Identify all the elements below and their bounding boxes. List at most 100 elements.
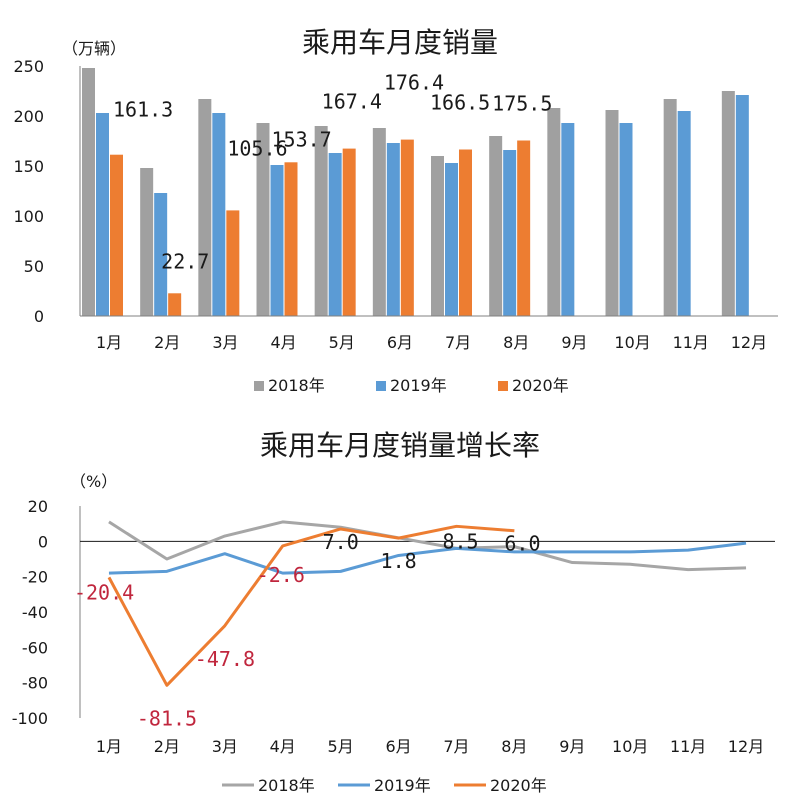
y-tick-label: 100 (13, 207, 44, 226)
x-tick-label: 3月 (212, 333, 238, 352)
y-tick-label: -100 (12, 709, 48, 728)
legend-label: 2018年 (268, 376, 325, 395)
x-tick-label: 3月 (212, 737, 238, 756)
series-line-2020 (107, 524, 515, 687)
data-label-2020: -20.4 (74, 580, 134, 604)
x-tick-label: 8月 (503, 333, 529, 352)
y-tick-label: 20 (28, 497, 48, 516)
data-label-2020: 22.7 (161, 249, 209, 273)
x-tick-label: 10月 (614, 333, 650, 352)
bar-2018-3 (198, 99, 212, 316)
legend-label: 2020年 (490, 776, 547, 795)
bar-2020-6 (400, 139, 414, 316)
x-tick-label: 2月 (154, 737, 180, 756)
x-tick-label: 1月 (96, 333, 122, 352)
bar-2019-3 (212, 113, 226, 316)
bar-2018-8 (489, 136, 503, 316)
x-tick-label: 7月 (445, 333, 471, 352)
bar-2020-2 (168, 293, 182, 316)
bar-2019-6 (386, 143, 400, 316)
y-tick-label: 0 (34, 307, 44, 326)
data-label-2020: 161.3 (113, 98, 173, 122)
bar-2018-2 (140, 168, 154, 316)
x-tick-label: 6月 (385, 737, 411, 756)
bar-2019-11 (677, 111, 691, 316)
bar-2019-12 (735, 95, 749, 316)
bar-2018-7 (431, 156, 444, 316)
y-tick-label: 50 (24, 257, 44, 276)
bar-2018-1 (82, 68, 95, 316)
data-label-2020: 7.0 (323, 530, 359, 554)
data-label-2020: 1.8 (381, 549, 417, 573)
y-axis-unit-label: （%） (70, 472, 117, 491)
bar-2018-6 (372, 128, 386, 316)
data-label-2020: 8.5 (442, 529, 478, 553)
legend-marker-2020 (498, 381, 508, 391)
legend-label: 2019年 (390, 376, 447, 395)
y-tick-label: -60 (22, 638, 48, 657)
y-axis-unit-label: （万辆） (62, 39, 126, 58)
series-line-2018 (108, 520, 747, 572)
bar-2018-12 (721, 91, 735, 316)
data-label-2020: 175.5 (492, 92, 552, 116)
bar-2019-10 (619, 123, 633, 316)
x-tick-label: 4月 (270, 737, 296, 756)
data-label-2020: 176.4 (384, 71, 444, 95)
x-tick-label: 8月 (501, 737, 527, 756)
bar-2020-3 (226, 210, 240, 316)
x-tick-label: 1月 (96, 737, 122, 756)
x-tick-label: 11月 (673, 333, 709, 352)
data-label-2020: -81.5 (137, 706, 197, 730)
y-tick-label: -40 (22, 603, 48, 622)
chart-title: 乘用车月度销量 (302, 26, 498, 59)
bar-2019-9 (561, 123, 575, 316)
bar-2020-7 (459, 149, 472, 316)
bar-2018-5 (314, 126, 328, 316)
bar-2019-7 (445, 163, 458, 316)
x-tick-label: 9月 (559, 737, 585, 756)
y-tick-label: -80 (22, 674, 48, 693)
x-tick-label: 11月 (670, 737, 706, 756)
data-label-2020: 105.6 (227, 136, 287, 160)
x-tick-label: 5月 (328, 737, 354, 756)
data-label-2020: -47.8 (195, 647, 255, 671)
bar-2020-1 (110, 154, 123, 316)
data-label-2020: 6.0 (504, 532, 540, 556)
bar-2020-8 (517, 140, 531, 316)
legend-label: 2018年 (258, 776, 315, 795)
bar-2018-11 (663, 99, 677, 316)
x-tick-label: 12月 (731, 333, 767, 352)
y-tick-label: 150 (13, 157, 44, 176)
data-label-2020: -2.6 (257, 563, 305, 587)
bar-2020-5 (342, 148, 356, 316)
x-tick-label: 2月 (154, 333, 180, 352)
y-tick-label: 0 (38, 532, 48, 551)
series-line-2019 (108, 541, 747, 575)
bar-2019-5 (328, 153, 342, 316)
x-tick-label: 6月 (387, 333, 413, 352)
x-tick-label: 9月 (561, 333, 587, 352)
legend-marker-2019 (376, 381, 386, 391)
x-tick-label: 12月 (728, 737, 764, 756)
bar-2018-4 (256, 123, 270, 316)
y-tick-label: 250 (13, 57, 44, 76)
legend-marker-2018 (254, 381, 264, 391)
chart-title: 乘用车月度销量增长率 (260, 429, 540, 462)
x-tick-label: 5月 (329, 333, 355, 352)
x-tick-label: 7月 (443, 737, 469, 756)
x-tick-label: 4月 (270, 333, 296, 352)
bar-2019-4 (270, 165, 284, 316)
bar-2019-8 (503, 150, 517, 316)
legend-label: 2019年 (374, 776, 431, 795)
bar-2018-10 (605, 110, 619, 316)
y-tick-label: -20 (22, 568, 48, 587)
bar-2018-9 (547, 108, 561, 316)
bar-2020-4 (284, 162, 298, 316)
data-label-2020: 167.4 (322, 90, 382, 114)
bar-2019-2 (154, 193, 168, 316)
data-label-2020: 166.5 (430, 91, 490, 115)
data-label-2020: 153.7 (272, 127, 332, 151)
y-tick-label: 200 (13, 107, 44, 126)
